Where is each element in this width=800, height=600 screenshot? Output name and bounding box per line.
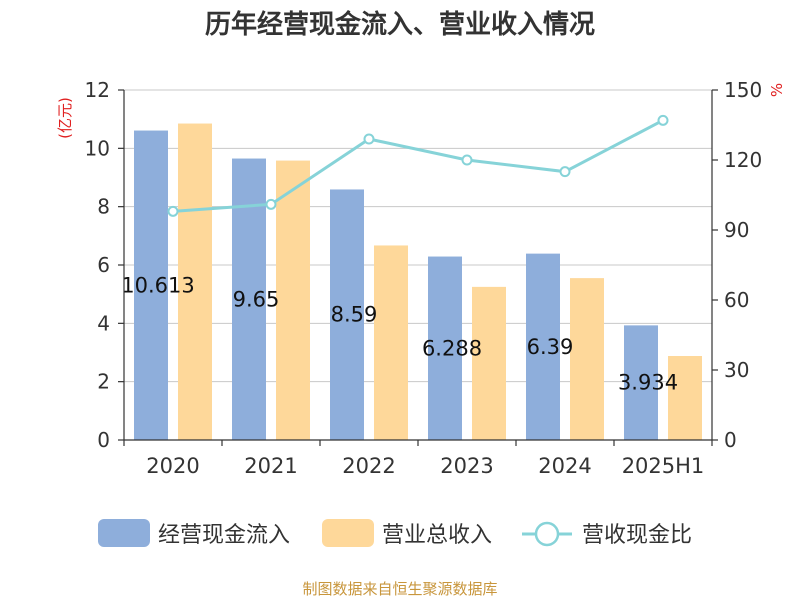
- bar-cash-inflow: [428, 256, 462, 440]
- bar-revenue: [570, 278, 604, 440]
- source-note: 制图数据来自恒生聚源数据库: [302, 580, 497, 598]
- bar-cash-inflow: [526, 253, 560, 440]
- data-label: 6.39: [527, 335, 574, 359]
- right-tick-label: 150: [724, 78, 762, 102]
- x-tick-label: 2024: [538, 454, 591, 478]
- left-tick-label: 0: [97, 428, 110, 452]
- ratio-point: [363, 133, 375, 145]
- right-tick-label: 0: [724, 428, 737, 452]
- ratio-line: [167, 114, 669, 217]
- bar-revenue: [472, 286, 506, 440]
- left-tick-label: 10: [85, 136, 110, 160]
- legend-swatch: [322, 519, 374, 547]
- x-tick-label: 2023: [440, 454, 493, 478]
- bar-revenue: [374, 245, 408, 440]
- ratio-point: [167, 205, 179, 217]
- legend-label: 营收现金比: [582, 523, 692, 548]
- ratio-line-path: [172, 119, 664, 213]
- bar-revenue: [178, 123, 212, 441]
- left-axis-unit: (亿元): [56, 97, 74, 139]
- legend-label: 经营现金流入: [158, 523, 290, 548]
- data-label: 10.613: [121, 273, 194, 297]
- legend-label: 营业总收入: [382, 523, 492, 548]
- ratio-point: [657, 114, 669, 126]
- chart-title: 历年经营现金流入、营业收入情况: [205, 9, 595, 40]
- legend: 经营现金流入 营业总收入 营收现金比: [98, 519, 692, 548]
- ratio-point: [461, 154, 473, 166]
- right-tick-label: 90: [724, 218, 749, 242]
- ratio-point: [559, 166, 571, 178]
- left-tick-label: 8: [97, 195, 110, 219]
- x-tick-label: 2022: [342, 454, 395, 478]
- bar-cash-inflow: [330, 189, 364, 440]
- left-tick-label: 4: [97, 311, 110, 335]
- right-tick-label: 60: [724, 288, 749, 312]
- bar-labels: 10.613 9.65 8.59 6.288 6.39 3.934: [121, 273, 678, 394]
- right-tick-label: 30: [724, 358, 749, 382]
- left-tick-label: 2: [97, 370, 110, 394]
- legend-marker: [534, 521, 560, 547]
- x-tick-label: 2021: [244, 454, 297, 478]
- right-tick-label: 120: [724, 148, 762, 172]
- x-tick-label: 2020: [146, 454, 199, 478]
- grid: [124, 89, 712, 383]
- legend-swatch: [98, 519, 150, 547]
- bar-revenue: [668, 356, 702, 440]
- bars: [134, 123, 702, 441]
- x-tick-label: 2025H1: [622, 454, 705, 478]
- bar-revenue: [276, 160, 310, 441]
- data-label: 9.65: [233, 287, 280, 311]
- left-tick-label: 6: [97, 253, 110, 277]
- bar-cash-inflow: [134, 130, 168, 440]
- bar-cash-inflow: [624, 325, 658, 440]
- ratio-point: [265, 198, 277, 210]
- data-label: 6.288: [422, 336, 482, 360]
- data-label: 8.59: [331, 303, 378, 327]
- data-label: 3.934: [618, 371, 678, 395]
- left-tick-label: 12: [85, 78, 110, 102]
- right-axis-unit: %: [768, 83, 786, 97]
